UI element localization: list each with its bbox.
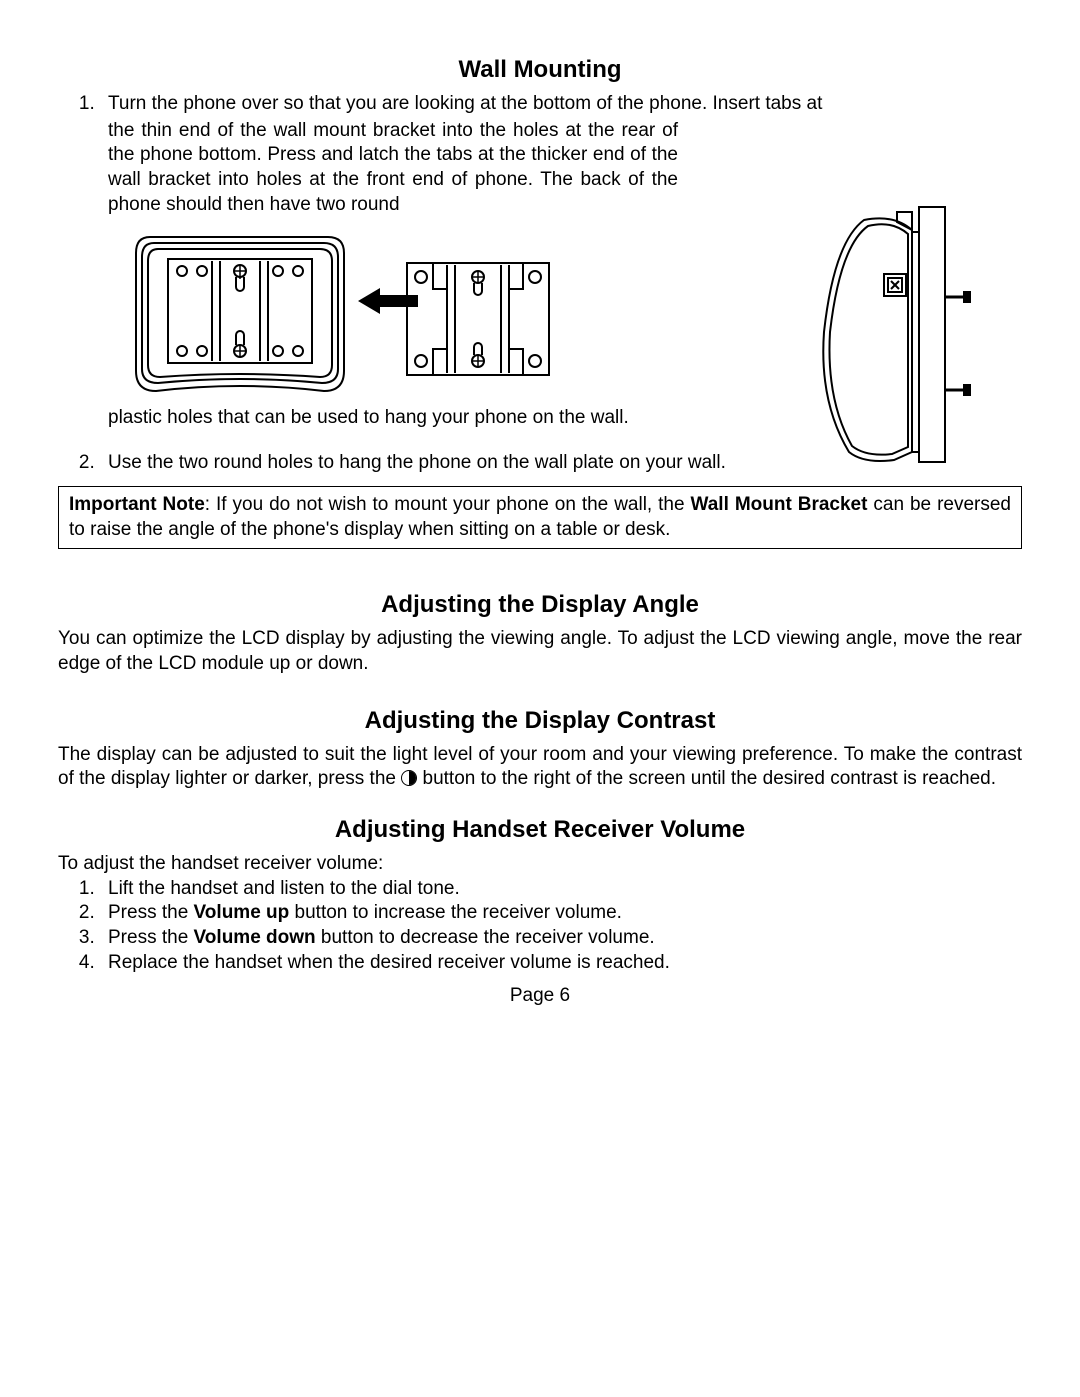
hv-step4-text: Replace the handset when the desired rec… (108, 952, 670, 973)
handset-volume-step-4: Replace the handset when the desired rec… (100, 951, 1024, 976)
page-number: Page 6 (56, 985, 1024, 1007)
handset-volume-step-1: Lift the handset and listen to the dial … (100, 877, 1024, 902)
step1-lead: Turn the phone over so that you are look… (108, 92, 1024, 117)
step1-post: plastic holes that can be used to hang y… (108, 406, 678, 431)
step1-wrap: the thin end of the wall mount bracket i… (108, 119, 678, 218)
handset-volume-step-3: Press the Volume down button to decrease… (100, 926, 1024, 951)
section-title-display-contrast: Adjusting the Display Contrast (56, 707, 1024, 735)
handset-volume-steps: Lift the handset and listen to the dial … (56, 877, 1024, 976)
handset-volume-intro: To adjust the handset receiver volume: (58, 852, 1022, 877)
hv-step2-post: button to increase the receiver volume. (289, 902, 622, 923)
hv-step3-post: button to decrease the receiver volume. (316, 927, 655, 948)
section-title-wall-mounting: Wall Mounting (56, 56, 1024, 84)
wall-mounting-figures (108, 231, 1024, 396)
important-note-box: Important Note: If you do not wish to mo… (58, 486, 1022, 549)
hv-step3-bold: Volume down (194, 927, 316, 948)
contrast-icon (401, 770, 417, 786)
display-contrast-post: button to the right of the screen until … (423, 768, 997, 789)
display-contrast-body: The display can be adjusted to suit the … (58, 743, 1022, 792)
manual-page: Wall Mounting (0, 0, 1080, 1397)
handset-volume-step-2: Press the Volume up button to increase t… (100, 901, 1024, 926)
hv-step3-pre: Press the (108, 927, 194, 948)
wall-mounting-step-1: Turn the phone over so that you are look… (100, 92, 1024, 431)
important-note-label: Important Note (69, 494, 205, 515)
figure-bracket (403, 259, 553, 379)
section-title-display-angle: Adjusting the Display Angle (56, 591, 1024, 619)
figure-base-plate (130, 231, 350, 396)
important-note-pre: : If you do not wish to mount your phone… (205, 494, 691, 515)
display-angle-body: You can optimize the LCD display by adju… (58, 627, 1022, 676)
important-note-bold: Wall Mount Bracket (691, 494, 868, 515)
hv-step2-pre: Press the (108, 902, 194, 923)
section-title-handset-volume: Adjusting Handset Receiver Volume (56, 816, 1024, 844)
hv-step1-text: Lift the handset and listen to the dial … (108, 878, 460, 899)
hv-step2-bold: Volume up (194, 902, 290, 923)
